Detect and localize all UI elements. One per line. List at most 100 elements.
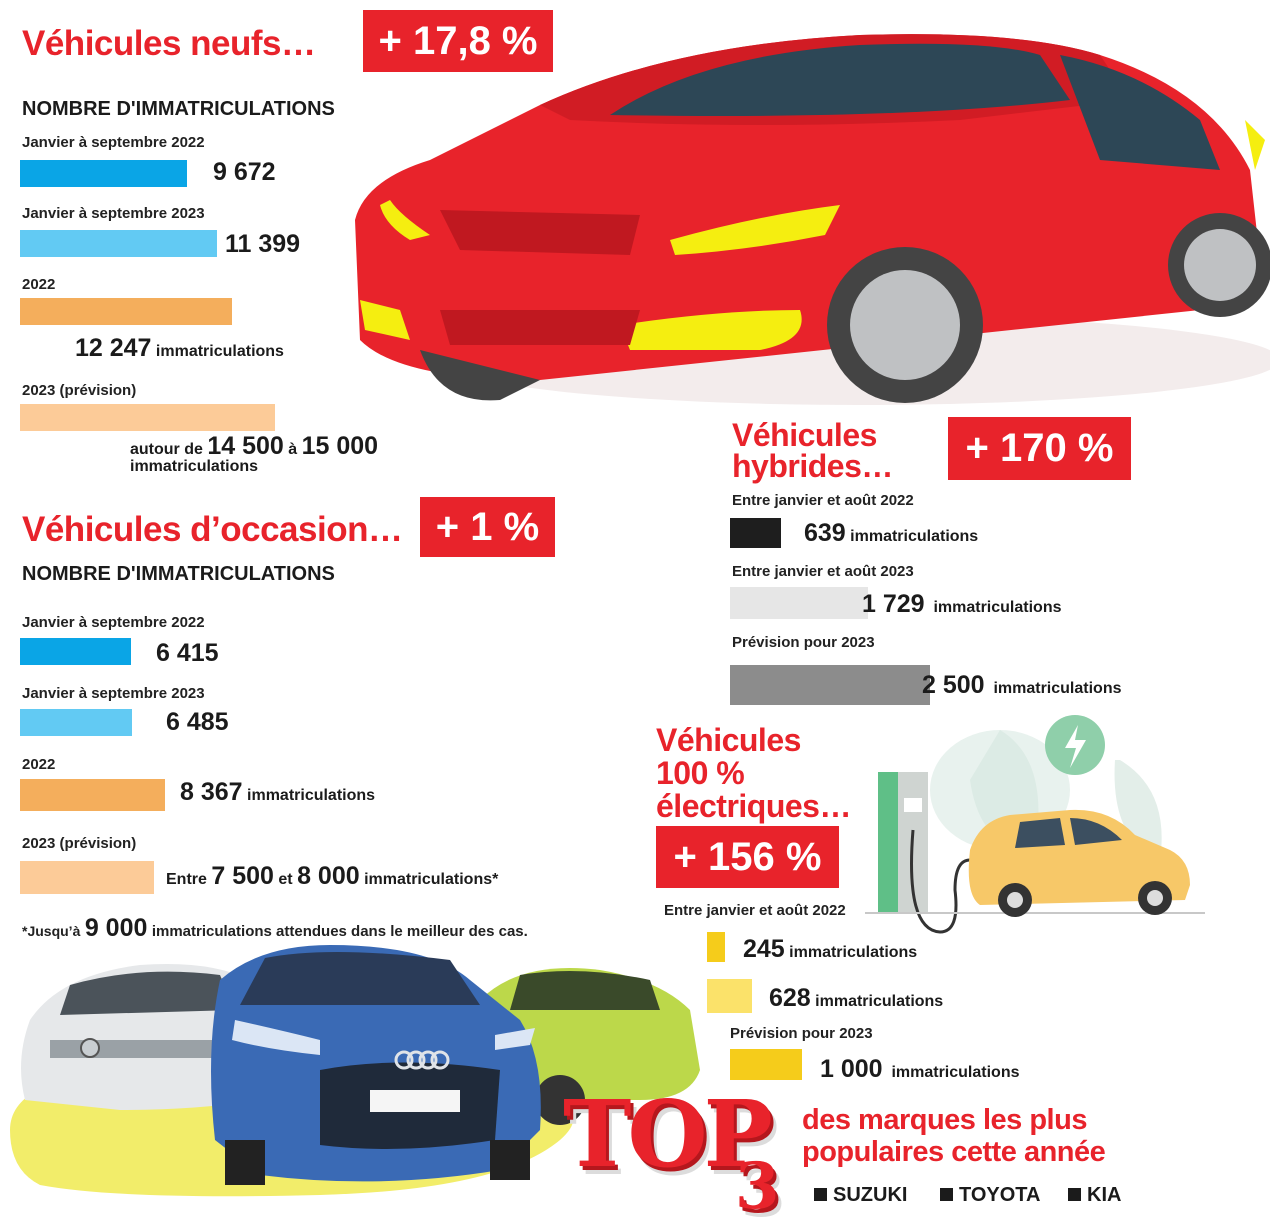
used-row1-label: Janvier à septembre 2022 <box>22 614 205 631</box>
used-row2-label: Janvier à septembre 2023 <box>22 685 205 702</box>
hybrid-row3-suffix: immatriculations <box>993 680 1122 697</box>
red-car-illustration <box>355 34 1270 405</box>
top3-heading-line2: populaires cette année <box>802 1136 1106 1168</box>
hybrid-row1-suffix: immatriculations <box>850 528 979 545</box>
new-row4-value: 14 500 <box>207 432 284 460</box>
hybrid-row3-label: Prévision pour 2023 <box>732 634 875 651</box>
new-row1-label: Janvier à septembre 2022 <box>22 134 205 151</box>
used-bar-4 <box>20 861 154 894</box>
new-row2-label: Janvier à septembre 2023 <box>22 205 205 222</box>
electric-bar-2 <box>707 979 752 1013</box>
new-bar-4 <box>20 404 275 431</box>
used-row3-label: 2022 <box>22 756 56 773</box>
footnote-value: 9 000 <box>84 914 148 942</box>
used-row4-mid: et <box>278 871 293 888</box>
new-row3-suffix: immatriculations <box>155 343 284 360</box>
used-row4-suffix: immatriculations* <box>364 871 499 888</box>
hybrid-row1-value: 639 <box>804 519 846 547</box>
electric-row1-value-line: 245 immatriculations <box>743 935 917 964</box>
footnote-post: immatriculations attendues dans le meill… <box>151 923 528 940</box>
new-bar-1 <box>20 160 187 187</box>
used-vehicles-title: Véhicules d’occasion… <box>22 510 403 549</box>
square-bullet-icon <box>940 1188 953 1201</box>
hybrid-row1-label: Entre janvier et août 2022 <box>732 492 914 509</box>
new-row2-value: 11 399 <box>225 230 301 258</box>
hybrid-title: Véhicules hybrides… <box>732 417 893 484</box>
used-bar-1 <box>20 638 131 665</box>
new-row3-value-line: 12 247 immatriculations <box>75 334 284 363</box>
used-vehicles-section: NOMBRE D'IMMATRICULATIONS <box>22 563 335 585</box>
new-vehicles-badge: + 17,8 % <box>363 10 553 72</box>
electric-row2-suffix: immatriculations <box>815 993 944 1010</box>
electric-row2-value: 628 <box>769 984 811 1012</box>
hybrid-row2-value-line: 1 729 immatriculations <box>862 590 1061 619</box>
used-row2-value: 6 485 <box>166 708 229 736</box>
hybrid-bar-2 <box>730 587 868 619</box>
electric-row3-label: Prévision pour 2023 <box>730 1025 873 1042</box>
hybrid-row3-value: 2 500 <box>922 671 985 699</box>
used-row3-suffix: immatriculations <box>247 787 376 804</box>
hybrid-badge: + 170 % <box>948 417 1131 480</box>
top3-logo-number: 3 <box>735 1149 780 1224</box>
used-row4-value-line: Entre 7 500 et 8 000 immatriculations* <box>166 862 498 891</box>
new-row4-value-line: autour de 14 500 à 15 000 <box>130 432 378 461</box>
cars-photo-illustration <box>10 945 700 1197</box>
top3-heading: des marques les plus populaires cette ann… <box>802 1104 1106 1168</box>
new-row4-prefix: autour de <box>130 441 203 458</box>
new-row1-value: 9 672 <box>213 158 276 186</box>
electric-row1-label: Entre janvier et août 2022 <box>664 902 846 919</box>
new-bar-2 <box>20 230 217 257</box>
top3-logo: TOP <box>563 1080 773 1188</box>
used-bar-2 <box>20 709 132 736</box>
electric-row3-value-line: 1 000 immatriculations <box>820 1055 1019 1084</box>
brand-toyota: TOYOTA <box>940 1184 1040 1207</box>
brand-suzuki-label: SUZUKI <box>833 1184 908 1206</box>
brand-kia-label: KIA <box>1087 1184 1122 1206</box>
electric-bar-3 <box>730 1049 802 1080</box>
new-vehicles-section: NOMBRE D'IMMATRICULATIONS <box>22 98 335 120</box>
new-row3-value: 12 247 <box>75 334 152 362</box>
used-row4-value2: 8 000 <box>297 862 360 890</box>
ev-charging-illustration <box>865 715 1205 934</box>
brand-kia: KIA <box>1068 1184 1121 1207</box>
hybrid-bar-1 <box>730 518 781 548</box>
hybrid-row2-suffix: immatriculations <box>933 599 1062 616</box>
electric-bar-1 <box>707 932 725 962</box>
electric-title-line3: électriques… <box>656 788 851 824</box>
brand-suzuki: SUZUKI <box>814 1184 907 1207</box>
new-row3-label: 2022 <box>22 276 56 293</box>
used-row4-value: 7 500 <box>211 862 274 890</box>
used-row3-value-line: 8 367 immatriculations <box>180 778 375 807</box>
hybrid-title-line2: hybrides… <box>732 448 893 484</box>
used-row4-prefix: Entre <box>166 871 207 888</box>
electric-title-line1: Véhicules <box>656 722 801 758</box>
used-row3-value: 8 367 <box>180 778 243 806</box>
square-bullet-icon <box>814 1188 827 1201</box>
hybrid-row2-label: Entre janvier et août 2023 <box>732 563 914 580</box>
used-footnote: *Jusqu’à 9 000 immatriculations attendue… <box>22 914 528 943</box>
electric-row3-suffix: immatriculations <box>891 1064 1020 1081</box>
top3-heading-line1: des marques les plus <box>802 1104 1087 1136</box>
electric-row2-value-line: 628 immatriculations <box>769 984 943 1013</box>
electric-row1-value: 245 <box>743 935 785 963</box>
new-row4-value2: 15 000 <box>301 432 379 460</box>
electric-title-line2: 100 % <box>656 755 745 791</box>
square-bullet-icon <box>1068 1188 1081 1201</box>
used-row1-value: 6 415 <box>156 639 219 667</box>
hybrid-row2-value: 1 729 <box>862 590 925 618</box>
new-bar-3 <box>20 298 232 325</box>
used-row4-label: 2023 (prévision) <box>22 835 137 852</box>
new-row4-mid: à <box>288 441 298 458</box>
used-vehicles-badge: + 1 % <box>420 497 555 557</box>
hybrid-title-line1: Véhicules <box>732 417 877 453</box>
electric-row3-value: 1 000 <box>820 1055 883 1083</box>
footnote-pre: *Jusqu’à <box>22 923 81 939</box>
electric-title: Véhicules 100 % électriques… <box>656 724 851 823</box>
hybrid-row1-value-line: 639 immatriculations <box>804 519 978 548</box>
new-row4-label: 2023 (prévision) <box>22 382 137 399</box>
hybrid-bar-3 <box>730 665 930 705</box>
electric-badge: + 156 % <box>656 826 839 888</box>
electric-row1-suffix: immatriculations <box>789 944 918 961</box>
used-bar-3 <box>20 779 165 811</box>
hybrid-row3-value-line: 2 500 immatriculations <box>922 671 1121 700</box>
